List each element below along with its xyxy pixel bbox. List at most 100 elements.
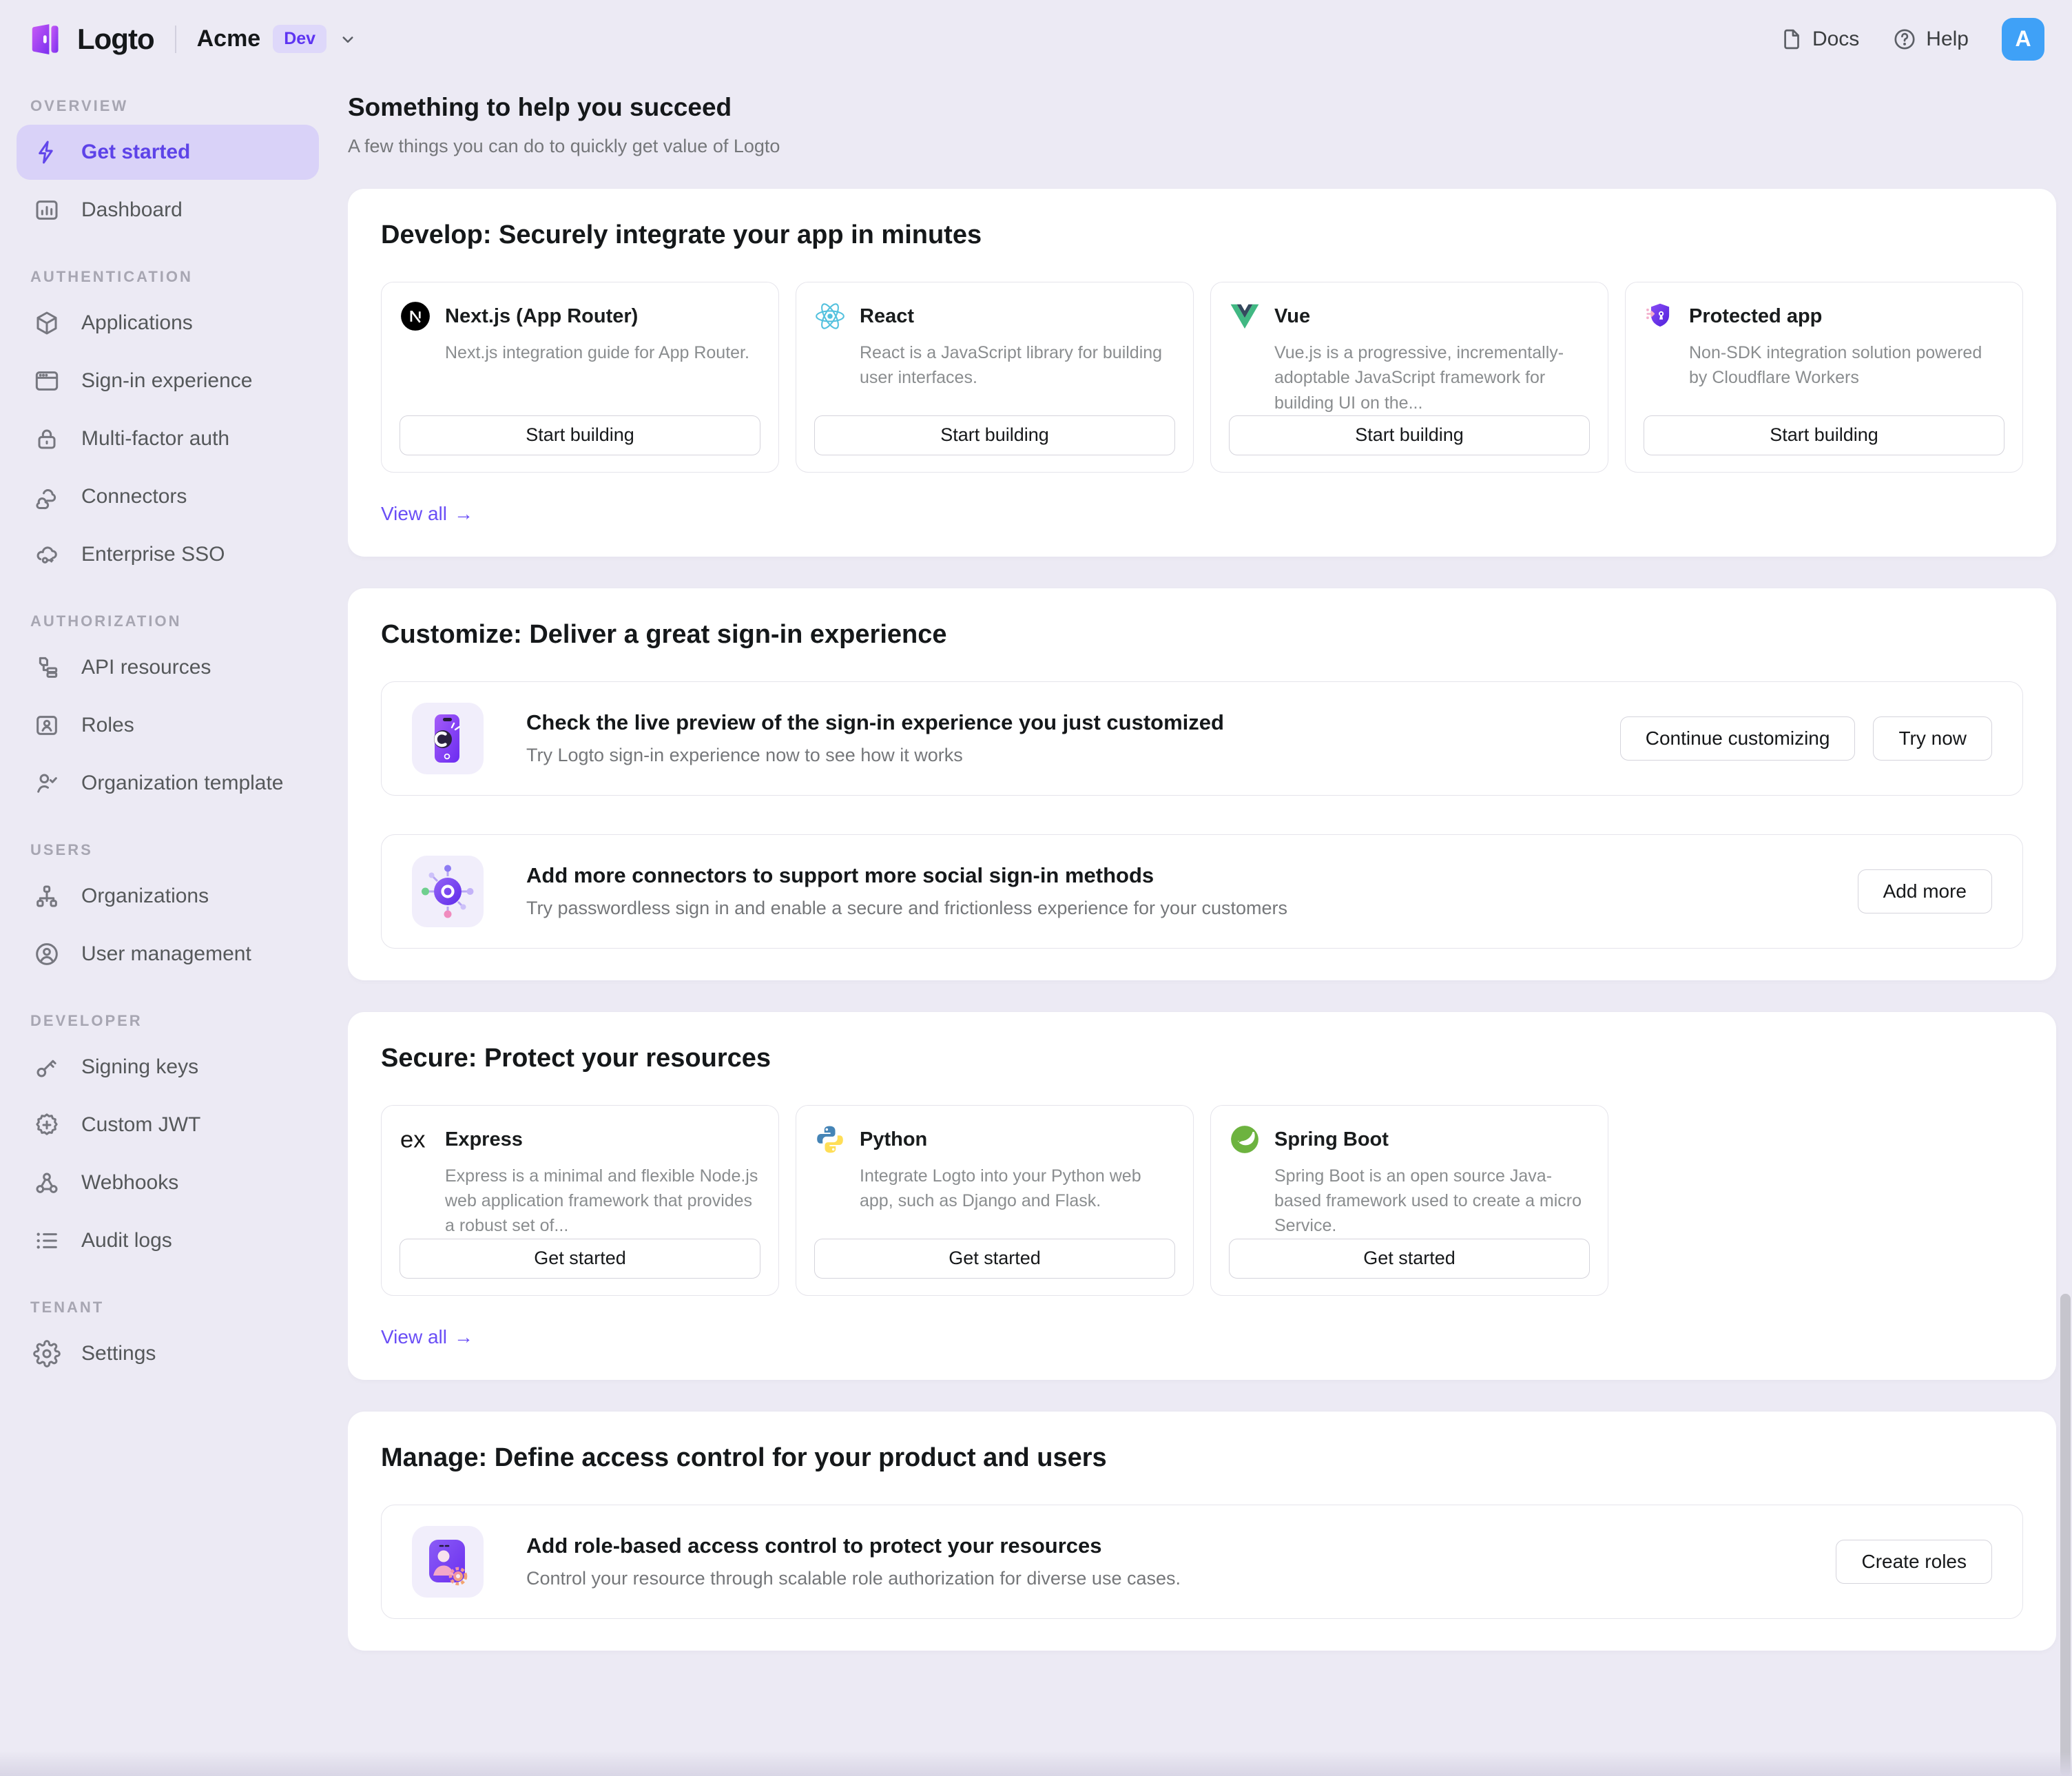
- vertical-scrollbar-thumb[interactable]: [2060, 1294, 2071, 1776]
- sidebar-item-roles[interactable]: Roles: [17, 698, 319, 753]
- add-connectors-text: Add more connectors to support more soci…: [526, 863, 1858, 919]
- docs-label: Docs: [1812, 27, 1860, 50]
- framework-desc: Next.js integration guide for App Router…: [445, 343, 749, 362]
- sidebar-item-webhooks[interactable]: Webhooks: [17, 1155, 319, 1210]
- view-all-label: View all: [381, 1325, 447, 1348]
- express-logo: ex: [400, 1126, 425, 1153]
- help-label: Help: [1926, 27, 1969, 50]
- create-roles-button[interactable]: Create roles: [1836, 1539, 1992, 1584]
- sidebar-item-api-resources[interactable]: API resources: [17, 640, 319, 695]
- help-link[interactable]: Help: [1892, 27, 1969, 52]
- continue-customizing-button[interactable]: Continue customizing: [1619, 716, 1856, 761]
- sidebar-item-user-management[interactable]: User management: [17, 927, 319, 982]
- section-title: AUTHENTICATION: [30, 268, 193, 285]
- cube-icon: [37, 311, 57, 335]
- framework-card-spring-boot: Spring Boot Spring Boot is an open sourc…: [1210, 1104, 1608, 1296]
- env-badge: Dev: [273, 25, 327, 53]
- topbar-actions: Docs Help A: [1779, 17, 2044, 61]
- sidebar-item-custom-jwt[interactable]: Custom JWT: [17, 1097, 319, 1153]
- get-started-button[interactable]: Get started: [400, 1238, 760, 1279]
- sidebar-item-label: Multi-factor auth: [81, 427, 230, 450]
- row-desc: Try Logto sign-in experience now to see …: [526, 745, 963, 766]
- sidebar-item-organization-template[interactable]: Organization template: [17, 756, 319, 811]
- sidebar-item-get-started[interactable]: Get started: [17, 125, 319, 180]
- python-logo: [817, 1126, 843, 1153]
- sidebar-item-sign-in-experience[interactable]: Sign-in experience: [17, 353, 319, 409]
- arrow-right-icon: →: [453, 1325, 473, 1348]
- framework-name: Python: [860, 1128, 928, 1150]
- sidebar-item-enterprise-sso[interactable]: Enterprise SSO: [17, 527, 319, 582]
- framework-card-python: Python Integrate Logto into your Python …: [796, 1104, 1194, 1296]
- sidebar-item-settings[interactable]: Settings: [17, 1326, 319, 1381]
- sidebar-item-label: Settings: [81, 1342, 156, 1365]
- logto-logo-icon: [32, 23, 59, 54]
- sidebar-section-authorization: AUTHORIZATION API resources Roles Organi…: [17, 612, 319, 811]
- sidebar-item-audit-logs[interactable]: Audit logs: [17, 1213, 319, 1268]
- manage-title: Manage: Define access control for your p…: [381, 1443, 1107, 1472]
- try-now-button[interactable]: Try now: [1873, 716, 1992, 761]
- react-logo: [816, 303, 845, 329]
- flash-icon: [39, 141, 53, 164]
- tenant-selector[interactable]: Acme Dev: [197, 25, 358, 53]
- develop-view-all-link[interactable]: View all →: [381, 503, 473, 525]
- row-desc: Control your resource through scalable r…: [526, 1568, 1181, 1589]
- clouds-icon: [36, 489, 56, 510]
- sidebar-item-label: Organizations: [81, 885, 209, 907]
- sidebar-item-label: Organization template: [81, 772, 284, 794]
- sidebar-item-multi-factor-auth[interactable]: Multi-factor auth: [17, 411, 319, 466]
- sidebar-section-developer: DEVELOPER Signing keys Custom JWT Webhoo…: [17, 1012, 319, 1268]
- org-chart-icon: [37, 885, 57, 907]
- topbar-divider: [174, 25, 176, 53]
- section-title: OVERVIEW: [30, 97, 129, 114]
- add-more-button[interactable]: Add more: [1857, 869, 1992, 913]
- secure-title: Secure: Protect your resources: [381, 1043, 771, 1073]
- section-title: AUTHORIZATION: [30, 612, 182, 630]
- framework-name: Spring Boot: [1274, 1128, 1389, 1150]
- browser-window-icon: [35, 371, 59, 391]
- connector-hub-icon: [412, 855, 484, 927]
- rbac-user-gear-icon: [412, 1525, 484, 1598]
- sidebar-item-applications[interactable]: Applications: [17, 296, 319, 351]
- framework-card-nextjs: Next.js (App Router) Next.js integration…: [381, 282, 779, 473]
- start-building-button[interactable]: Start building: [1644, 415, 2004, 455]
- sidebar-item-signing-keys[interactable]: Signing keys: [17, 1040, 319, 1095]
- sidebar-item-dashboard[interactable]: Dashboard: [17, 183, 319, 238]
- get-started-button[interactable]: Get started: [814, 1238, 1175, 1279]
- page-title: Something to help you succeed: [348, 93, 732, 121]
- docs-link[interactable]: Docs: [1779, 27, 1859, 52]
- secure-view-all-link[interactable]: View all →: [381, 1326, 473, 1348]
- sidebar-item-label: Dashboard: [81, 198, 183, 221]
- row-title: Add role-based access control to protect…: [526, 1534, 1102, 1558]
- framework-card-express: ex Express Express is a minimal and flex…: [381, 1104, 779, 1296]
- sidebar-item-connectors[interactable]: Connectors: [17, 469, 319, 524]
- view-all-label: View all: [381, 502, 447, 524]
- sidebar-item-organizations[interactable]: Organizations: [17, 869, 319, 924]
- start-building-button[interactable]: Start building: [1229, 415, 1590, 455]
- user-avatar[interactable]: A: [2002, 17, 2044, 61]
- cloud-key-icon: [37, 546, 57, 564]
- topbar: Logto Acme Dev Docs Help A: [0, 0, 2072, 78]
- develop-card-grid: Next.js (App Router) Next.js integration…: [381, 282, 2023, 473]
- gear-icon: [33, 1340, 61, 1367]
- develop-title: Develop: Securely integrate your app in …: [381, 220, 982, 249]
- framework-desc: Non-SDK integration solution powered by …: [1689, 343, 1982, 388]
- person-check-icon: [37, 774, 57, 793]
- spring-boot-logo: [1231, 1125, 1258, 1153]
- framework-name: Vue: [1274, 305, 1311, 327]
- main-content: Something to help you succeed A few thin…: [348, 78, 2072, 1776]
- get-started-button[interactable]: Get started: [1229, 1238, 1590, 1279]
- logto-logo[interactable]: Logto: [28, 21, 155, 58]
- logo-wordmark: Logto: [77, 22, 155, 55]
- arrow-right-icon: →: [453, 502, 473, 524]
- start-building-button[interactable]: Start building: [814, 415, 1175, 455]
- framework-card-react: React React is a JavaScript library for …: [796, 282, 1194, 473]
- sidebar-item-label: Applications: [81, 311, 193, 334]
- sidebar-item-label: Get started: [81, 141, 191, 163]
- framework-name: Protected app: [1689, 305, 1823, 327]
- webhook-icon: [36, 1173, 58, 1193]
- sidebar-item-label: API resources: [81, 656, 211, 679]
- start-building-button[interactable]: Start building: [400, 415, 760, 455]
- sidebar-section-users: USERS Organizations User management: [17, 841, 319, 982]
- customize-title: Customize: Deliver a great sign-in exper…: [381, 619, 947, 649]
- shield-arrow-logo: [1646, 303, 1670, 327]
